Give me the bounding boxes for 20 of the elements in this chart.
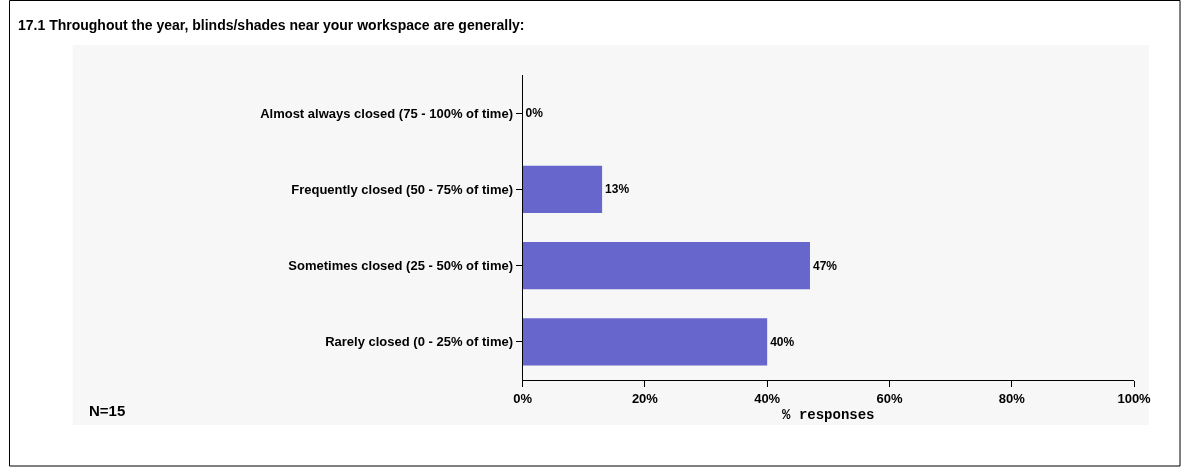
bar — [522, 241, 810, 290]
x-tick-label: 20% — [631, 390, 659, 406]
x-tick-label: 100% — [1117, 390, 1152, 406]
data-label: 47% — [812, 258, 838, 273]
y-tick-label: Sometimes closed (25 - 50% of time) — [288, 258, 514, 274]
x-tick-label: 0% — [513, 390, 533, 406]
text: N=15 — [89, 402, 126, 419]
data-label: 13% — [605, 182, 630, 197]
text: 17.1 Throughout the year, blinds/shades near your workspace are generally: — [18, 16, 525, 33]
y-tick-label: Almost always closed (75 - 100% of time) — [260, 105, 514, 121]
y-tick-label: Frequently closed (50 - 75% of time) — [291, 181, 514, 197]
x-tick-label: 80% — [998, 390, 1026, 406]
bar — [522, 165, 603, 214]
data-label: 0% — [525, 106, 544, 121]
bar — [522, 318, 768, 366]
data-label: 40% — [770, 334, 795, 349]
x-tick-label: 40% — [754, 390, 781, 406]
x-axis-title: % responses — [782, 406, 875, 423]
y-tick-label: Rarely closed (0 - 25% of time) — [325, 334, 514, 350]
x-tick-label: 60% — [876, 390, 903, 406]
